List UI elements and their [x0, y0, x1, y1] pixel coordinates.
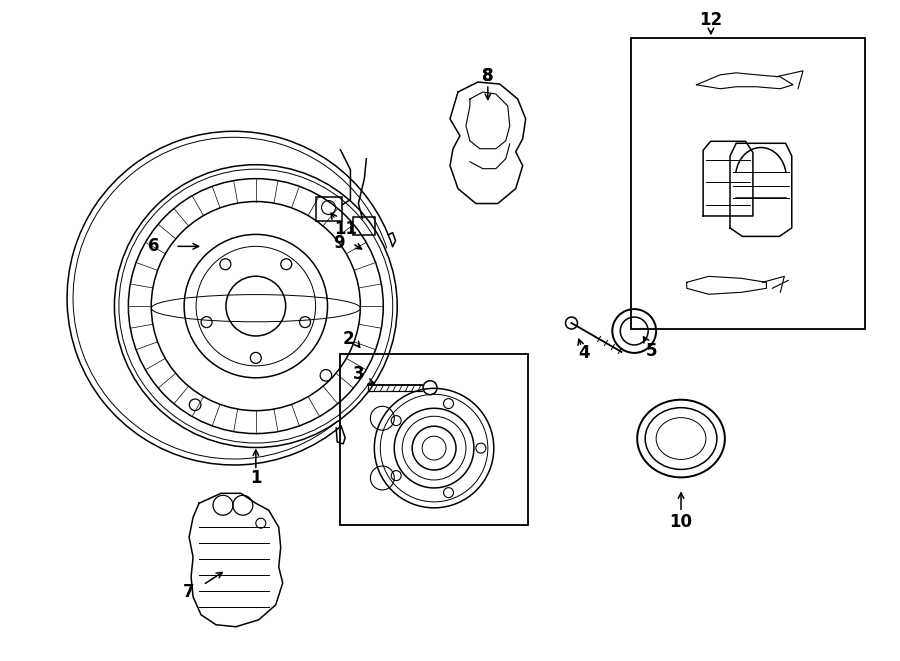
Text: 3: 3: [353, 366, 364, 383]
Text: 11: 11: [334, 220, 357, 239]
Text: 5: 5: [645, 342, 657, 360]
Text: 8: 8: [482, 67, 493, 85]
Bar: [631, 38, 865, 329]
Bar: [354, 217, 375, 235]
Text: 9: 9: [333, 235, 345, 253]
Text: 12: 12: [699, 11, 723, 29]
Text: 10: 10: [670, 513, 692, 531]
Text: 2: 2: [343, 330, 355, 348]
Bar: [316, 196, 343, 221]
Text: 4: 4: [579, 344, 590, 362]
Text: 7: 7: [184, 583, 195, 601]
Text: 6: 6: [148, 237, 159, 255]
Text: 1: 1: [250, 469, 262, 487]
Text: 8: 8: [482, 67, 493, 85]
Bar: [340, 354, 527, 525]
